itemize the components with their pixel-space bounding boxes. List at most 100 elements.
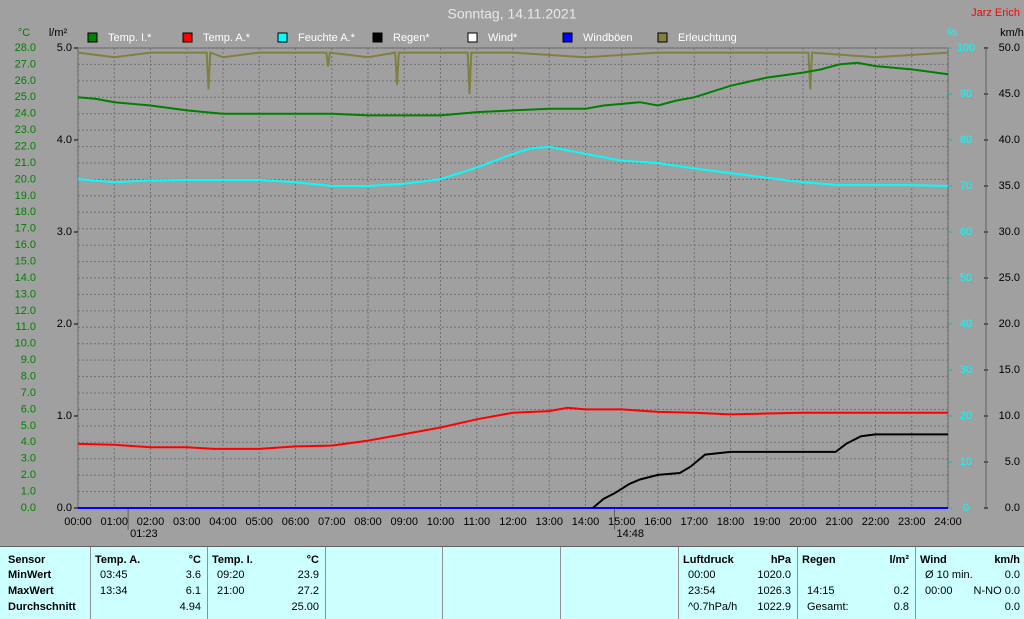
cell-value: 0.8	[893, 601, 909, 613]
group-unit: hPa	[770, 554, 791, 566]
y3-tick-label: 50	[960, 272, 972, 284]
legend-label: Feuchte A.*	[298, 32, 356, 44]
y-tick-label: 22.0	[15, 140, 36, 152]
y4-axis-label: km/h	[1000, 27, 1024, 39]
y-tick-label: 14.0	[15, 272, 36, 284]
legend-label: Erleuchtung	[678, 32, 737, 44]
cell-time: 13:34	[100, 585, 128, 597]
y4-tick-label: 15.0	[999, 364, 1020, 376]
y-tick-label: 16.0	[15, 239, 36, 251]
legend-label: Temp. I.*	[108, 32, 152, 44]
annotation-label: 14:48	[617, 528, 645, 540]
cell-time: 23:54	[688, 585, 716, 597]
y3-tick-label: 100	[957, 42, 975, 54]
series-line	[592, 433, 948, 509]
legend-label: Regen*	[393, 32, 430, 44]
x-tick-label: 16:00	[644, 516, 672, 528]
group-unit: l/m²	[889, 554, 909, 566]
y-tick-label: 4.0	[21, 436, 36, 448]
x-tick-label: 05:00	[245, 516, 273, 528]
y-tick-label: 13.0	[15, 288, 36, 300]
y2-tick-label: 5.0	[57, 42, 72, 54]
cell-time: 14:15	[807, 585, 835, 597]
y4-tick-label: 5.0	[1005, 456, 1020, 468]
group-title: Temp. A.	[95, 554, 141, 566]
y-tick-label: 8.0	[21, 370, 36, 382]
x-tick-label: 23:00	[898, 516, 926, 528]
y4-tick-label: 0.0	[1005, 502, 1020, 514]
row-label: Durchschnitt	[8, 601, 76, 613]
y3-axis-label: %	[947, 27, 957, 39]
row-label: Sensor	[8, 554, 46, 566]
legend-label: Windböen	[583, 32, 633, 44]
y-axis-label: °C	[18, 27, 30, 39]
y3-tick-label: 70	[960, 180, 972, 192]
cell-value: 1020.0	[757, 569, 791, 581]
group-title: Luftdruck	[683, 554, 734, 566]
chart: Sonntag, 14.11.2021 Jarz Erich °C l/m² %…	[15, 6, 1024, 540]
group-title: Regen	[802, 554, 836, 566]
author: Jarz Erich	[971, 7, 1020, 19]
x-tick-label: 02:00	[137, 516, 165, 528]
y4-tick-label: 35.0	[999, 180, 1020, 192]
y-tick-label: 27.0	[15, 58, 36, 70]
x-tick-label: 14:00	[572, 516, 600, 528]
x-tick-label: 01:00	[100, 516, 128, 528]
row-label: MaxWert	[8, 585, 54, 597]
cell-time: 21:00	[217, 585, 245, 597]
y-tick-label: 25.0	[15, 91, 36, 103]
cell-value: 23.9	[297, 569, 319, 581]
y3-tick-label: 10	[960, 456, 972, 468]
legend-swatch	[372, 32, 383, 43]
series-line	[77, 61, 949, 117]
y2-axis-label: l/m²	[49, 27, 68, 39]
series-line	[77, 406, 948, 450]
cell-time: 03:45	[100, 569, 128, 581]
x-tick-label: 20:00	[789, 516, 817, 528]
group-unit: °C	[188, 554, 201, 566]
x-tick-label: 08:00	[354, 516, 382, 528]
y4-tick-label: 45.0	[999, 88, 1020, 100]
x-tick-label: 13:00	[535, 516, 563, 528]
y3-tick-label: 40	[960, 318, 972, 330]
chart-title: Sonntag, 14.11.2021	[448, 6, 577, 22]
y-tick-label: 17.0	[15, 223, 36, 235]
y-tick-label: 9.0	[21, 354, 36, 366]
y3-tick-label: 30	[960, 364, 972, 376]
y3-tick-label: 90	[960, 88, 972, 100]
group-title: Temp. I.	[212, 554, 253, 566]
y-tick-label: 10.0	[15, 338, 36, 350]
column-divider	[560, 547, 561, 619]
legend-swatch	[562, 32, 573, 43]
y-tick-label: 5.0	[21, 420, 36, 432]
y-tick-label: 20.0	[15, 173, 36, 185]
series-line	[77, 51, 949, 95]
y-tick-label: 19.0	[15, 190, 36, 202]
x-tick-label: 07:00	[318, 516, 346, 528]
column-divider	[442, 547, 443, 619]
legend-label: Wind*	[488, 32, 518, 44]
y-tick-label: 3.0	[21, 453, 36, 465]
x-tick-label: 19:00	[753, 516, 781, 528]
y-tick-label: 11.0	[15, 321, 36, 333]
y-tick-label: 24.0	[15, 108, 36, 120]
x-tick-label: 10:00	[427, 516, 455, 528]
cell-value: 0.2	[893, 585, 909, 597]
y3-tick-label: 80	[960, 134, 972, 146]
cell-value: 27.2	[297, 585, 319, 597]
y-tick-label: 1.0	[21, 485, 36, 497]
x-tick-label: 15:00	[608, 516, 636, 528]
x-tick-label: 12:00	[499, 516, 527, 528]
legend-swatch	[467, 32, 478, 43]
y4-tick-label: 10.0	[999, 410, 1020, 422]
cell-value: 3.6	[185, 569, 201, 581]
y4-tick-label: 25.0	[999, 272, 1020, 284]
cell-value: 1022.9	[757, 601, 791, 613]
x-tick-label: 09:00	[390, 516, 418, 528]
legend-swatch	[277, 32, 288, 43]
y4-tick-label: 30.0	[999, 226, 1020, 238]
y-tick-label: 18.0	[15, 206, 36, 218]
group-unit: °C	[306, 554, 319, 566]
x-tick-label: 03:00	[173, 516, 201, 528]
